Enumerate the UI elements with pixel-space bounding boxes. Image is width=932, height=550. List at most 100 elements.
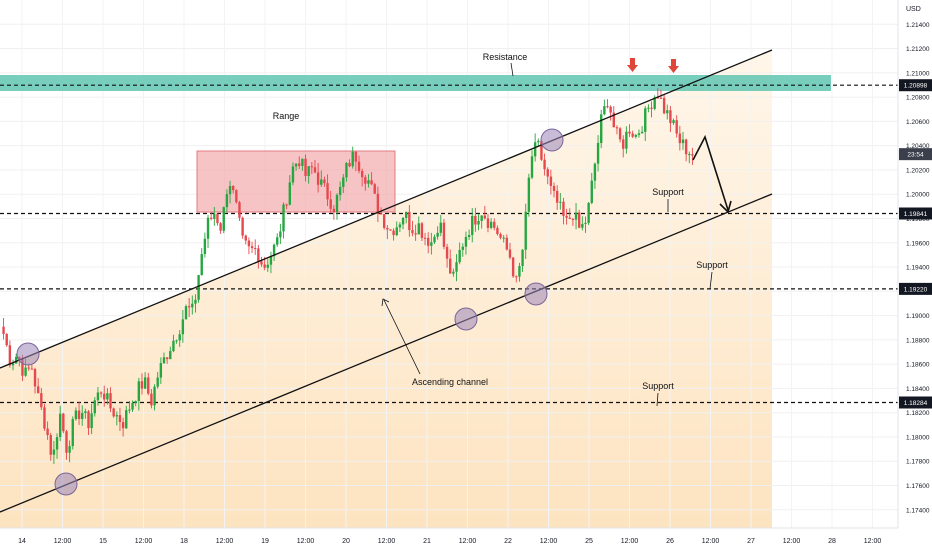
candle-body xyxy=(279,231,282,238)
candle-body xyxy=(172,340,175,352)
time-tick-label: 12:00 xyxy=(540,538,558,545)
candle-body xyxy=(533,142,537,157)
price-tick-label: 1.18400 xyxy=(906,386,930,393)
candle-body xyxy=(288,182,292,205)
currency-label: USD xyxy=(906,6,921,13)
time-tick-label: 25 xyxy=(585,538,593,545)
candle-body xyxy=(669,110,672,124)
price-ticks: 1.21400 1.21200 1.21000 1.20800 1.20600 1.204… xyxy=(906,22,930,515)
gridlines xyxy=(0,0,898,528)
candle-body xyxy=(581,223,584,228)
price-tick-label: 1.18600 xyxy=(906,362,930,369)
candle-body xyxy=(647,107,650,109)
candle-body xyxy=(27,367,30,369)
candle-body xyxy=(367,180,370,184)
price-tick-label: 1.20400 xyxy=(906,143,930,150)
candle-body xyxy=(540,140,543,160)
candle-body xyxy=(55,437,59,450)
candle-body xyxy=(241,217,244,236)
candle-body xyxy=(21,359,24,376)
candle-body xyxy=(203,238,207,255)
candle-body xyxy=(530,156,534,178)
candle-body xyxy=(360,170,364,178)
candle-body xyxy=(14,356,18,364)
candle-body xyxy=(175,340,178,342)
candle-body xyxy=(147,377,150,394)
projection-arrowhead xyxy=(719,200,732,214)
candle-body xyxy=(505,237,509,250)
candle-body xyxy=(373,184,376,194)
candle-body xyxy=(96,392,100,401)
candle-body xyxy=(631,133,634,137)
time-axis[interactable] xyxy=(0,528,932,550)
candle-body xyxy=(546,169,549,177)
candle-body xyxy=(386,227,389,230)
candle-body xyxy=(109,393,112,409)
price-tick-label: 1.17800 xyxy=(906,459,930,466)
touch-circle xyxy=(54,472,78,496)
candle-body xyxy=(370,180,373,185)
candle-body xyxy=(417,223,420,235)
candle-body xyxy=(452,271,455,274)
candle-body xyxy=(348,163,351,167)
candle-body xyxy=(140,381,144,389)
candle-body xyxy=(181,319,185,335)
candle-body xyxy=(197,275,200,300)
candle-body xyxy=(178,334,181,341)
candle-body xyxy=(653,97,656,109)
candle-body xyxy=(225,194,229,208)
candle-body xyxy=(401,217,405,225)
time-tick-label: 12:00 xyxy=(135,538,153,545)
candle-body xyxy=(87,411,90,429)
support-label-1: Support xyxy=(652,187,684,197)
candle-body xyxy=(398,224,402,228)
time-tick-label: 15 xyxy=(99,538,107,545)
price-level-labels: 1.20898 1.19841 1.19220 1.18284 23:54 xyxy=(899,79,932,409)
candle-body xyxy=(8,345,12,366)
candle-body xyxy=(184,306,188,320)
candle-body xyxy=(537,140,540,143)
candle-body xyxy=(395,227,398,236)
candle-body xyxy=(662,97,666,114)
candle-body xyxy=(74,410,78,420)
price-tick-label: 1.18200 xyxy=(906,410,930,417)
candle-body xyxy=(213,213,216,219)
price-tick-label: 1.20600 xyxy=(906,119,930,126)
candle-body xyxy=(688,154,691,156)
candle-body xyxy=(332,208,336,213)
candle-body xyxy=(313,167,317,173)
level-lines xyxy=(0,84,898,404)
candle-body xyxy=(555,190,559,203)
candle-body xyxy=(568,217,571,219)
candle-body xyxy=(427,237,430,246)
candle-body xyxy=(156,377,159,387)
candle-body xyxy=(254,248,257,250)
candle-body xyxy=(439,222,442,233)
candle-body xyxy=(216,213,219,224)
candle-body xyxy=(235,190,238,203)
candle-body xyxy=(511,257,515,277)
candle-body xyxy=(691,154,694,156)
candle-body xyxy=(625,131,628,149)
candle-body xyxy=(420,223,424,238)
price-axis[interactable] xyxy=(898,0,932,550)
candle-body xyxy=(612,112,615,128)
touch-circle xyxy=(16,342,40,366)
candle-body xyxy=(326,183,329,200)
projection-path xyxy=(692,134,729,211)
candle-body xyxy=(294,163,298,167)
candle-body xyxy=(527,177,531,212)
candle-body xyxy=(596,142,600,164)
candle-body xyxy=(323,179,326,184)
candle-body xyxy=(571,218,575,220)
time-tick-label: 28 xyxy=(828,538,836,545)
time-tick-label: 12:00 xyxy=(459,538,477,545)
candle-body xyxy=(206,217,210,239)
candle-body xyxy=(650,107,653,109)
candle-body xyxy=(238,202,241,218)
candle-body xyxy=(609,106,612,113)
candle-body xyxy=(477,220,480,225)
level-price-tag xyxy=(899,79,932,92)
candle-body xyxy=(675,120,678,134)
